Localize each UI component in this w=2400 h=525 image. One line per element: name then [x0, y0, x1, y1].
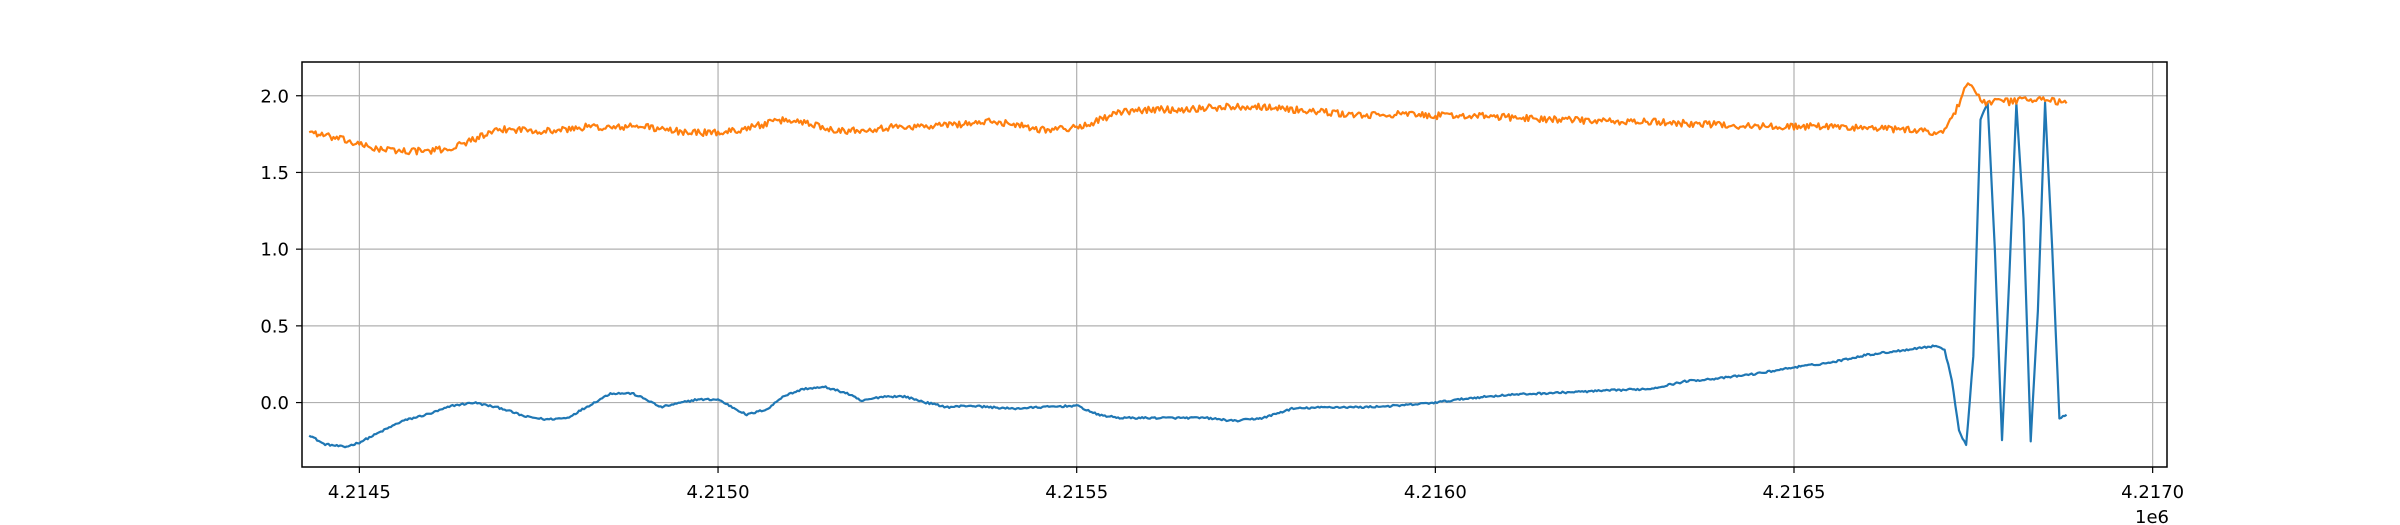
- series-2-line: [308, 82, 2068, 156]
- x-axis-offset-label: 1e6: [2135, 507, 2169, 525]
- y-tick-label: 0.0: [260, 393, 289, 414]
- series-1-line: [308, 101, 2068, 449]
- x-tick-label: 4.2165: [1763, 482, 1826, 503]
- axes-frame: [301, 61, 2168, 468]
- x-tick-label: 4.2160: [1404, 482, 1467, 503]
- y-tick-label: 1.5: [260, 163, 289, 184]
- y-tick-label: 1.0: [260, 240, 289, 261]
- axis-ticks: 4.2145 4.2150 4.2155 4.2160 4.2165 4.2170 0.0 0…: [260, 86, 2184, 503]
- x-tick-label: 4.2155: [1045, 482, 1108, 503]
- grid-lines: [302, 62, 2167, 467]
- x-tick-label: 4.2145: [328, 482, 391, 503]
- x-tick-label: 4.2150: [687, 482, 750, 503]
- y-tick-label: 0.5: [260, 316, 289, 337]
- series-lines: [308, 82, 2068, 449]
- x-tick-label: 4.2170: [2121, 482, 2184, 503]
- y-tick-label: 2.0: [260, 86, 289, 107]
